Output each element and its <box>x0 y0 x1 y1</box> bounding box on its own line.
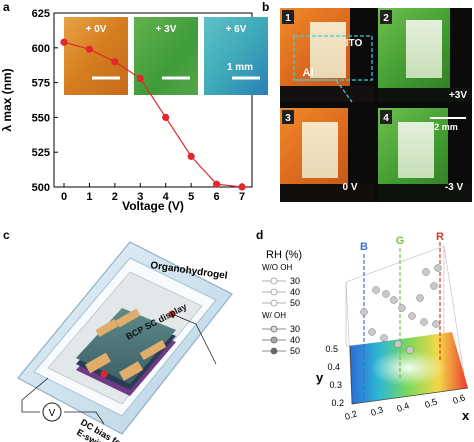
tile-2-voltage: +3V <box>449 90 467 101</box>
data-point <box>85 45 94 53</box>
y-tick-label: 575 <box>32 78 50 90</box>
photo-tile-2: 2 +3V <box>378 8 472 102</box>
legend-w-oh: W/ OH <box>262 311 286 320</box>
y-tick-0: 0.5 <box>325 344 338 354</box>
y-tick-label: 525 <box>32 147 50 159</box>
data-point <box>238 183 246 191</box>
y-tick-label: 600 <box>32 43 50 55</box>
photo-tile-1: 1 ITO Al <box>280 8 374 103</box>
inset-6v-label: + 6V <box>226 24 247 35</box>
y-tick-3: 0.2 <box>331 398 344 408</box>
photo-tile-3: 3 0 V <box>280 108 374 202</box>
legend-wo-30: 30 <box>290 276 300 286</box>
voltmeter-symbol <box>42 402 62 422</box>
panel-c-label: c <box>3 228 10 242</box>
marker-b: B <box>360 241 368 253</box>
legend-wo-40: 40 <box>290 287 300 297</box>
data-point <box>162 113 170 121</box>
al-label: Al <box>303 67 314 79</box>
marker-r: R <box>436 231 444 243</box>
panel-a-label: a <box>3 0 10 14</box>
panel-b-label: b <box>262 0 270 14</box>
data-point <box>212 180 221 188</box>
plot-frame <box>53 12 253 188</box>
x-tick-1: 0.3 <box>369 404 384 418</box>
x-axis-title: Voltage (V) <box>122 199 184 213</box>
inset-scale-label: 1 mm <box>227 62 253 73</box>
x-tick-label: 2 <box>112 191 118 203</box>
y-tick-label: 625 <box>32 8 50 20</box>
legend-title: RH (%) <box>266 249 302 261</box>
x-tick-label: 1 <box>86 191 92 203</box>
data-point <box>136 74 144 83</box>
inset-0v <box>64 17 128 95</box>
data-point <box>187 152 195 160</box>
x-tick-label: 4 <box>163 191 170 203</box>
x-tick-label: 5 <box>188 191 194 203</box>
inset-3v <box>134 17 198 95</box>
tile-4-voltage: -3 V <box>445 182 464 193</box>
series-line <box>63 41 243 188</box>
tile-3-voltage: 0 V <box>342 182 357 193</box>
cie-3d-plot: B G R RH (%) W/O OH 30 40 50 W/ OH 30 40… <box>262 231 470 423</box>
marker-g: G <box>396 235 405 247</box>
y-tick-1: 0.4 <box>327 362 340 372</box>
y-axis-title: λ max (nm) <box>0 68 14 131</box>
tile-2-number: 2 <box>383 13 389 24</box>
x-tick-label: 6 <box>214 191 220 203</box>
wavelength-voltage-chart: 0 1 2 3 4 5 6 7 500 525 550 575 600 625 + 0V + 3V + 6… <box>0 8 268 213</box>
photo-grid: 1 ITO Al 2 +3V 3 0 V 2 mm 4 -3 V <box>280 8 472 202</box>
axis-y-label: y <box>316 370 324 385</box>
x-tick-0: 0.2 <box>343 408 358 422</box>
legend-wo-50: 50 <box>290 298 300 308</box>
panel-d-label: d <box>256 228 264 242</box>
scale-label-2mm: 2 mm <box>434 122 458 132</box>
axis-x-label: x <box>462 408 470 423</box>
tile-1-number: 1 <box>285 13 291 24</box>
device-schematic: V Organohydrogel BCP SC display DC bias … <box>17 241 233 442</box>
inset-3v-label: + 3V <box>156 24 177 35</box>
x-tick-label: 0 <box>61 191 67 203</box>
x-tick-3: 0.5 <box>423 396 438 410</box>
inset-6v <box>204 17 268 95</box>
x-tick-4: 0.6 <box>451 392 466 406</box>
x-tick-label: 7 <box>239 191 245 203</box>
legend-wo-oh: W/O OH <box>262 263 292 272</box>
data-point <box>60 38 68 46</box>
tile-4-number: 4 <box>383 113 389 124</box>
y-tick-label: 500 <box>32 182 50 194</box>
ito-label: ITO <box>346 38 363 49</box>
inset-0v-label: + 0V <box>86 24 107 35</box>
data-point <box>111 58 119 66</box>
y-tick-label: 550 <box>32 112 50 124</box>
tile-3-number: 3 <box>285 113 291 124</box>
x-tick-label: 3 <box>137 191 143 203</box>
voltmeter-label: V <box>49 408 56 419</box>
y-tick-2: 0.3 <box>329 380 342 390</box>
legend-w-30: 30 <box>290 324 300 334</box>
x-tick-2: 0.4 <box>395 400 410 414</box>
legend-w-50: 50 <box>290 346 300 356</box>
photo-tile-4: 2 mm 4 -3 V <box>378 108 472 202</box>
legend-w-40: 40 <box>290 335 300 345</box>
